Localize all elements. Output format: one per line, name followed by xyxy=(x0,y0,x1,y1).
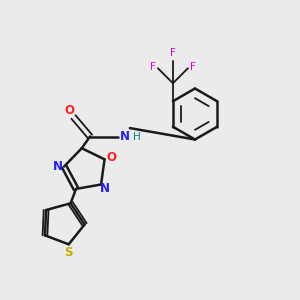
Text: O: O xyxy=(64,104,74,117)
Text: F: F xyxy=(170,48,176,58)
Text: F: F xyxy=(190,62,196,72)
Text: N: N xyxy=(100,182,110,195)
Text: S: S xyxy=(64,246,73,259)
Text: O: O xyxy=(106,152,116,164)
Text: N: N xyxy=(52,160,62,173)
Text: N: N xyxy=(119,130,130,143)
Text: H: H xyxy=(133,131,141,142)
Text: F: F xyxy=(150,62,155,72)
